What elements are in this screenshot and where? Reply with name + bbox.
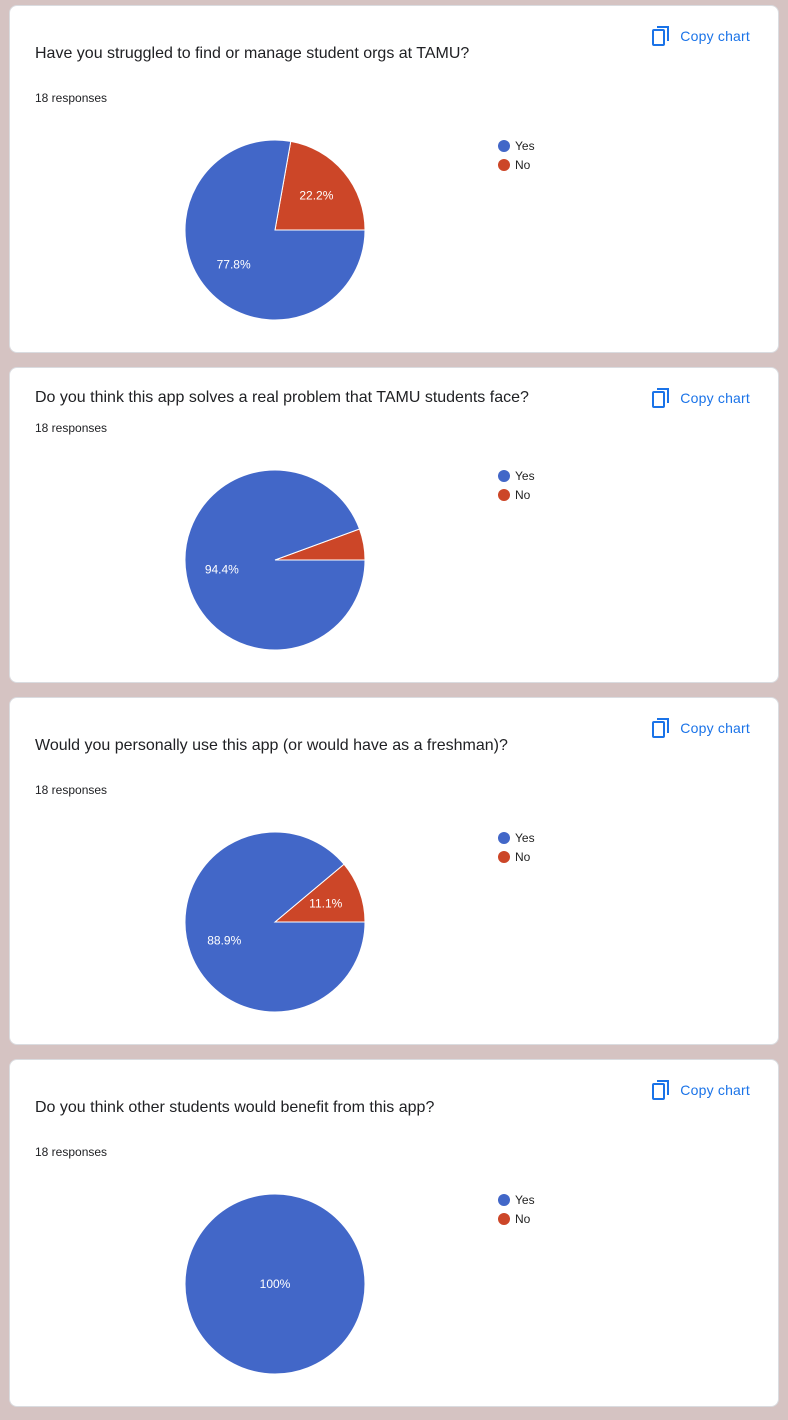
legend-label: No: [515, 487, 531, 502]
copy-chart-label: Copy chart: [680, 720, 750, 736]
legend-dot-no: [498, 1212, 510, 1225]
pie-data-label: 100%: [260, 1277, 291, 1291]
pie-slice-yes[interactable]: [184, 831, 366, 1013]
legend-dot-no: [498, 850, 510, 863]
legend-label: Yes: [515, 830, 535, 845]
response-card: Copy chart Would you personally use this…: [9, 697, 779, 1045]
pie-chart: 94.4%: [184, 469, 366, 651]
copy-chart-button[interactable]: Copy chart: [652, 716, 750, 740]
chart-legend: Yes No: [498, 136, 535, 174]
legend-item-yes: Yes: [498, 828, 535, 847]
copy-icon: [652, 387, 670, 408]
response-count: 18 responses: [35, 91, 108, 105]
legend-item-yes: Yes: [498, 1190, 535, 1209]
copy-chart-label: Copy chart: [680, 28, 750, 44]
legend-label: Yes: [515, 138, 535, 153]
legend-dot-yes: [498, 831, 510, 844]
pie-chart: 22.2% 77.8%: [184, 139, 366, 321]
copy-icon: [652, 717, 670, 738]
pie-chart: 100%: [184, 1193, 366, 1375]
legend-label: No: [515, 157, 531, 172]
pie-data-label: 77.8%: [217, 258, 251, 272]
copy-chart-label: Copy chart: [680, 1082, 750, 1098]
response-card: Copy chart Do you think other students w…: [9, 1059, 779, 1407]
legend-item-yes: Yes: [498, 136, 535, 155]
copy-icon: [652, 25, 670, 46]
legend-dot-yes: [498, 469, 510, 482]
response-card: Copy chart Have you struggled to find or…: [9, 5, 779, 353]
pie-slice-yes[interactable]: [184, 139, 366, 321]
chart-legend: Yes No: [498, 466, 535, 504]
pie-slice-yes[interactable]: [184, 469, 366, 651]
legend-item-no: No: [498, 1209, 535, 1228]
legend-label: Yes: [515, 468, 535, 483]
legend-item-no: No: [498, 847, 535, 866]
question-title: Do you think this app solves a real prob…: [35, 389, 529, 406]
legend-label: Yes: [515, 1192, 535, 1207]
question-title: Would you personally use this app (or wo…: [35, 737, 508, 754]
pie-data-label: 88.9%: [207, 933, 241, 947]
response-count: 18 responses: [35, 783, 108, 797]
legend-item-no: No: [498, 155, 535, 174]
pie-data-label: 94.4%: [205, 562, 239, 576]
copy-chart-label: Copy chart: [680, 390, 750, 406]
legend-dot-no: [498, 158, 510, 171]
legend-dot-yes: [498, 139, 510, 152]
chart-legend: Yes No: [498, 1190, 535, 1228]
pie-chart: 11.1% 88.9%: [184, 831, 366, 1013]
legend-label: No: [515, 1211, 531, 1226]
pie-data-label: 11.1%: [309, 897, 342, 911]
response-count: 18 responses: [35, 421, 108, 435]
copy-chart-button[interactable]: Copy chart: [652, 1078, 750, 1102]
legend-item-yes: Yes: [498, 466, 535, 485]
copy-chart-button[interactable]: Copy chart: [652, 24, 750, 48]
copy-chart-button[interactable]: Copy chart: [652, 386, 750, 410]
response-card: Copy chart Do you think this app solves …: [9, 367, 779, 683]
legend-dot-yes: [498, 1193, 510, 1206]
legend-dot-no: [498, 488, 510, 501]
pie-data-label: 22.2%: [299, 188, 333, 202]
legend-label: No: [515, 849, 531, 864]
question-title: Do you think other students would benefi…: [35, 1099, 435, 1116]
legend-item-no: No: [498, 485, 535, 504]
chart-legend: Yes No: [498, 828, 535, 866]
pie-slice-no[interactable]: [274, 140, 366, 231]
pie-slice-yes[interactable]: [184, 1193, 366, 1375]
copy-icon: [652, 1079, 670, 1100]
question-title: Have you struggled to find or manage stu…: [35, 45, 470, 62]
response-count: 18 responses: [35, 1145, 108, 1159]
